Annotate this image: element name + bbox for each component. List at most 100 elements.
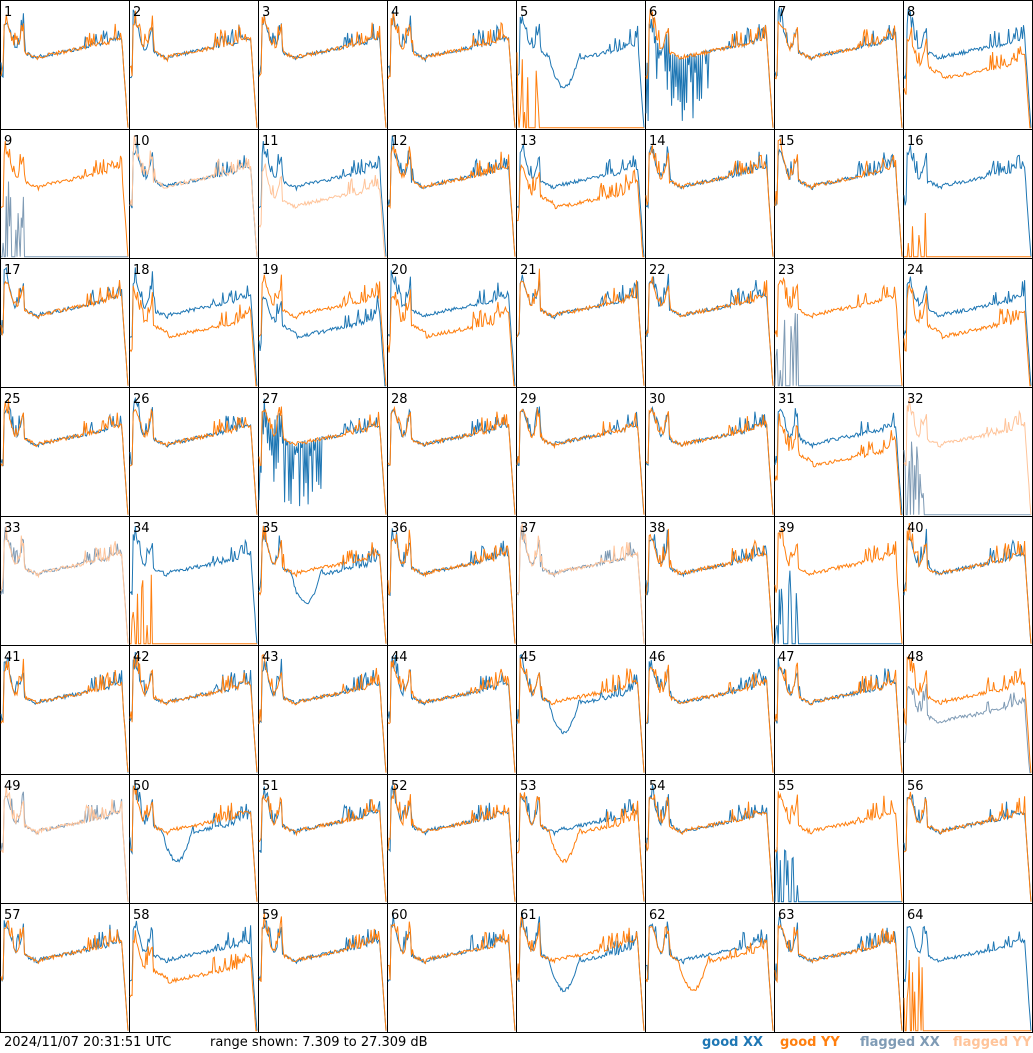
- panel-number: 59: [262, 908, 279, 923]
- series-xx-line: [903, 145, 1032, 257]
- series-xx-line: [387, 785, 516, 902]
- panel-number: 36: [391, 521, 408, 536]
- series-yy-line: [129, 785, 258, 902]
- series-yy-line: [129, 654, 258, 773]
- panel-5: 5: [516, 0, 646, 130]
- panel-number: 14: [649, 134, 666, 149]
- panel-56: 56: [903, 774, 1033, 904]
- panel-45: 45: [516, 645, 646, 775]
- panel-33: 33: [0, 516, 130, 646]
- series-yy-line: [0, 141, 129, 257]
- panel-number: 33: [4, 521, 21, 536]
- series-xx-line: [129, 267, 258, 386]
- series-xx-line: [129, 783, 258, 902]
- panel-number: 41: [4, 650, 21, 665]
- panel-number: 37: [520, 521, 537, 536]
- panel-22: 22: [645, 258, 775, 388]
- panel-number: 8: [907, 5, 915, 20]
- panel-number: 13: [520, 134, 537, 149]
- panel-frame: [129, 0, 259, 130]
- series-xx-line: [774, 847, 902, 903]
- series-yy-line: [903, 956, 1031, 1032]
- series-yy-line: [258, 525, 387, 644]
- series-yy-line: [645, 794, 774, 902]
- panel-46: 46: [645, 645, 775, 775]
- panel-number: 11: [262, 134, 279, 149]
- panel-41: 41: [0, 645, 130, 775]
- series-yy-line: [774, 662, 903, 773]
- panel-2: 2: [129, 0, 259, 130]
- series-yy-line: [645, 8, 774, 128]
- panel-15: 15: [774, 129, 904, 259]
- panel-number: 31: [778, 392, 795, 407]
- series-xx-line: [258, 141, 387, 257]
- panel-number: 25: [4, 392, 21, 407]
- series-yy-line: [903, 27, 1031, 129]
- panel-37: 37: [516, 516, 646, 646]
- panel-number: 39: [778, 521, 795, 536]
- series-xx-line: [387, 135, 516, 257]
- panel-38: 38: [645, 516, 775, 646]
- series-yy-line: [258, 406, 387, 515]
- panel-number: 56: [907, 779, 924, 794]
- panel-number: 24: [907, 263, 924, 278]
- series-xx-line: [258, 658, 387, 773]
- panel-number: 28: [391, 392, 408, 407]
- series-yy-line: [387, 784, 516, 902]
- series-yy-line: [0, 786, 129, 902]
- panel-frame: [774, 0, 904, 130]
- panel-number: 35: [262, 521, 279, 536]
- panel-51: 51: [258, 774, 388, 904]
- legend-flagged-yy: flagged YY: [953, 1035, 1032, 1050]
- series-xx-line: [516, 525, 645, 644]
- series-yy-line: [258, 274, 387, 386]
- panel-55: 55: [774, 774, 904, 904]
- series-yy-line: [258, 912, 387, 1031]
- panel-number: 17: [4, 263, 21, 278]
- panel-number: 34: [133, 521, 150, 536]
- panel-58: 58: [129, 903, 259, 1033]
- series-yy-line: [774, 137, 903, 257]
- panel-number: 9: [4, 134, 12, 149]
- panel-27: 27: [258, 387, 388, 517]
- panel-16: 16: [903, 129, 1033, 259]
- panel-23: 23: [774, 258, 904, 388]
- series-yy-line: [387, 529, 516, 644]
- panel-number: 7: [778, 5, 786, 20]
- series-yy-line: [129, 10, 258, 128]
- panel-24: 24: [903, 258, 1033, 388]
- series-xx-line: [645, 784, 774, 902]
- panel-number: 32: [907, 392, 924, 407]
- panel-59: 59: [258, 903, 388, 1033]
- panel-18: 18: [129, 258, 259, 388]
- series-xx-line: [387, 914, 516, 1031]
- panel-21: 21: [516, 258, 646, 388]
- panel-39: 39: [774, 516, 904, 646]
- panel-number: 58: [133, 908, 150, 923]
- series-yy-line: [0, 920, 129, 1031]
- series-xx-line: [645, 921, 774, 1031]
- series-yy-line: [903, 397, 1032, 515]
- series-yy-line: [517, 792, 645, 902]
- series-xx-line: [258, 526, 387, 644]
- series-yy-line: [774, 413, 903, 516]
- series-xx-line: [645, 145, 774, 257]
- series-xx-line: [0, 526, 129, 644]
- series-yy-line: [516, 524, 645, 644]
- panel-62: 62: [645, 903, 775, 1033]
- panel-frame: [0, 129, 130, 259]
- series-yy-line: [645, 664, 774, 773]
- series-xx-line: [774, 657, 903, 773]
- panel-7: 7: [774, 0, 904, 130]
- series-yy-line: [516, 657, 645, 773]
- panel-20: 20: [387, 258, 517, 388]
- series-yy-line: [258, 16, 387, 128]
- panel-number: 2: [133, 5, 141, 20]
- series-xx-line: [516, 16, 645, 128]
- panel-44: 44: [387, 645, 517, 775]
- panel-number: 5: [520, 5, 528, 20]
- series-yy-line: [774, 791, 903, 902]
- panel-61: 61: [516, 903, 646, 1033]
- panel-number: 16: [907, 134, 924, 149]
